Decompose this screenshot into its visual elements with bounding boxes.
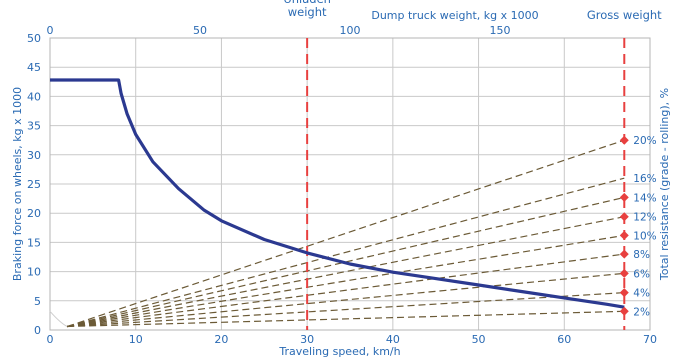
resistance-line: [67, 234, 625, 328]
gross-weight-marker: [619, 288, 629, 298]
y-tick-label: 5: [34, 295, 41, 308]
y-tick-label: 20: [27, 207, 41, 220]
x2-axis-title: Dump truck weight, kg x 1000: [371, 9, 538, 22]
gross-weight-marker: [619, 249, 629, 259]
gross-weight-marker: [619, 230, 629, 240]
x2-tick-label: 0: [47, 24, 54, 37]
resistance-line: [67, 196, 625, 328]
y-tick-label: 0: [34, 324, 41, 337]
resistance-line: [67, 216, 625, 328]
gross-weight-marker: [619, 268, 629, 278]
resistance-lines: [66, 139, 625, 328]
resistance-labels: 2% 4% 6% 8% 10% 12% 14% 16% 20%: [619, 135, 657, 318]
gross-weight-marker: [619, 306, 629, 316]
resistance-label: 14%: [633, 192, 656, 204]
y-tick-label: 10: [27, 266, 41, 279]
tick-labels: 0 10 20 30 40 50 60 70 0 5 10 15 20 25 30 35 40 45 50 0 50 10…: [27, 24, 657, 346]
x-tick-label: 10: [129, 333, 143, 346]
y-tick-label: 50: [27, 32, 41, 45]
resistance-line: [67, 292, 625, 328]
y2-axis-title: Total resistance (grade - rolling), %: [658, 88, 671, 281]
resistance-line: [66, 139, 625, 328]
resistance-label: 12%: [633, 212, 656, 224]
resistance-line: [67, 253, 625, 328]
y-axis-title: Braking force on wheels, kg x 1000: [11, 87, 24, 281]
resistance-line: [67, 272, 625, 328]
x-tick-label: 50: [472, 333, 486, 346]
grid: [49, 37, 651, 331]
gross-weight-marker: [619, 135, 629, 145]
plot-frame: [49, 37, 651, 331]
reference-lines: Unladenweight Gross weight: [283, 0, 662, 330]
x-tick-label: 0: [47, 333, 54, 346]
y-tick-label: 40: [27, 90, 41, 103]
resistance-label: 10%: [633, 230, 656, 242]
braking-curve: [50, 78, 625, 309]
reference-line-label: Gross weight: [587, 8, 662, 22]
resistance-label: 20%: [633, 135, 656, 147]
braking-curve-line: [50, 78, 625, 309]
resistance-label: 16%: [633, 173, 656, 185]
x2-tick-label: 50: [193, 24, 207, 37]
x2-tick-label: 150: [490, 24, 511, 37]
x-tick-label: 20: [214, 333, 228, 346]
origin-arc: [49, 310, 68, 327]
resistance-label: 6%: [633, 268, 650, 280]
y-tick-label: 15: [27, 236, 41, 249]
resistance-line: [67, 310, 625, 328]
x-tick-label: 70: [643, 333, 657, 346]
x-tick-label: 60: [557, 333, 571, 346]
y-tick-label: 45: [27, 61, 41, 74]
x-axis-title: Traveling speed, km/h: [278, 345, 400, 358]
reference-line-label: Unladen: [283, 0, 331, 6]
resistance-label: 2%: [633, 306, 650, 318]
resistance-label: 4%: [633, 288, 650, 300]
x-tick-label: 40: [386, 333, 400, 346]
x-tick-label: 30: [300, 333, 314, 346]
y-tick-label: 30: [27, 149, 41, 162]
resistance-line: [66, 177, 625, 328]
resistance-label: 8%: [633, 249, 650, 261]
x2-tick-label: 100: [340, 24, 361, 37]
reference-line-label: weight: [288, 5, 327, 19]
y-tick-label: 35: [27, 120, 41, 133]
gross-weight-marker: [619, 212, 629, 222]
gross-weight-marker: [619, 192, 629, 202]
y-tick-label: 25: [27, 178, 41, 191]
